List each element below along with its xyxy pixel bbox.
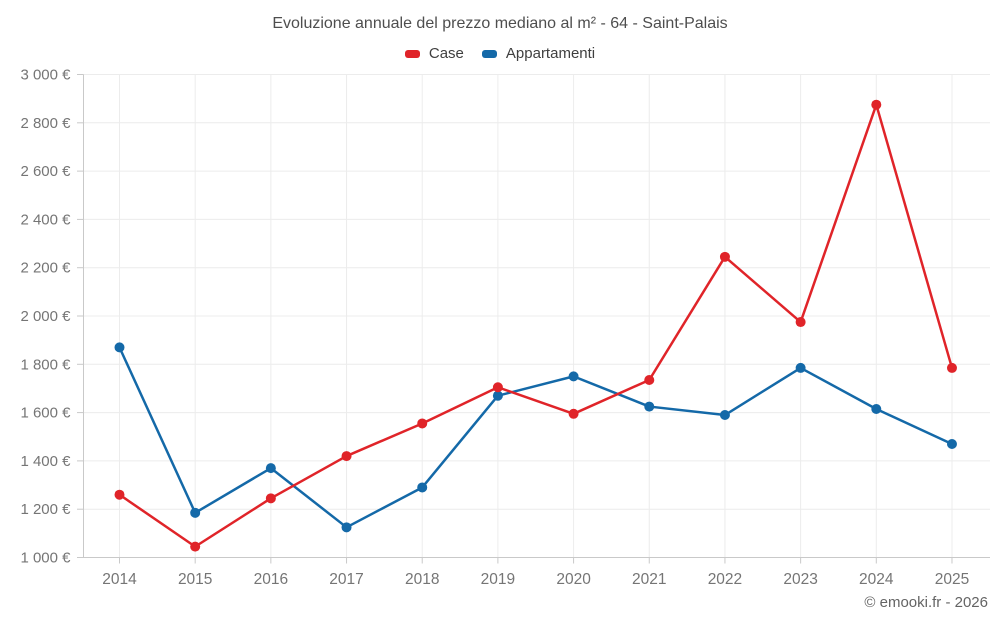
y-tick-label: 1 800 € [20, 356, 71, 373]
y-tick-label: 2 000 € [20, 308, 71, 325]
appartamenti-series-swatch-icon [481, 49, 497, 58]
legend-label-appartamenti: Appartamenti [505, 45, 596, 62]
series-point-case-2023 [795, 317, 806, 328]
y-tick-label: 1 400 € [20, 453, 71, 470]
x-tick-label: 2016 [254, 571, 288, 588]
x-tick-label: 2014 [102, 571, 137, 588]
y-tick-label: 1 600 € [20, 405, 71, 422]
series-point-appartamenti-2024 [871, 403, 882, 414]
series-point-appartamenti-2025 [946, 438, 957, 449]
x-tick-label: 2023 [783, 571, 817, 588]
series-point-case-2019 [492, 382, 503, 393]
series-point-case-2022 [719, 251, 730, 262]
y-tick-label: 2 400 € [20, 211, 71, 228]
series-point-appartamenti-2020 [568, 371, 579, 382]
series-line-case [118, 103, 954, 548]
x-tick-label: 2018 [405, 571, 439, 588]
series-point-case-2024 [871, 99, 882, 110]
series-point-appartamenti-2022 [719, 410, 730, 421]
series-point-case-2021 [644, 374, 655, 385]
legend-item-appartamenti[interactable]: Appartamenti [481, 45, 596, 62]
series-point-appartamenti-2023 [795, 362, 806, 373]
series-point-appartamenti-2015 [190, 507, 201, 518]
series-point-case-2017 [341, 451, 352, 462]
y-tick-label: 2 800 € [20, 115, 71, 132]
legend-item-case[interactable]: Case [404, 45, 464, 62]
series-point-case-2018 [417, 418, 428, 429]
legend-label-case: Case [428, 45, 464, 62]
chart-title: Evoluzione annuale del prezzo mediano al… [272, 15, 728, 32]
x-tick-label: 2022 [708, 571, 742, 588]
series-point-appartamenti-2019 [492, 390, 503, 401]
series-point-appartamenti-2018 [417, 482, 428, 493]
x-tick-label: 2015 [178, 571, 212, 588]
series-point-case-2014 [114, 489, 125, 500]
series-point-appartamenti-2021 [644, 401, 655, 412]
x-tick-label: 2024 [859, 571, 894, 588]
x-tick-label: 2021 [632, 571, 666, 588]
y-tick-label: 1 200 € [20, 501, 71, 518]
x-tick-label: 2025 [935, 571, 969, 588]
y-tick-label: 2 600 € [20, 163, 71, 180]
y-tick-label: 2 200 € [20, 260, 71, 277]
copyright-text: © emooki.fr - 2026 [864, 594, 988, 611]
series-point-case-2020 [568, 408, 579, 419]
y-tick-label: 3 000 € [20, 67, 71, 84]
x-tick-label: 2019 [481, 571, 515, 588]
series-point-case-2016 [265, 493, 276, 504]
series-point-case-2025 [946, 362, 957, 373]
x-tick-label: 2020 [556, 571, 591, 588]
series-point-appartamenti-2017 [341, 522, 352, 533]
case-series-swatch-icon [404, 49, 420, 58]
series-point-case-2015 [190, 541, 201, 552]
x-tick-label: 2017 [329, 571, 363, 588]
y-tick-label: 1 000 € [20, 550, 71, 567]
series-point-appartamenti-2016 [265, 463, 276, 474]
legend: Case Appartamenti [0, 45, 1000, 62]
series-point-appartamenti-2014 [114, 342, 125, 353]
series-line-appartamenti [118, 346, 954, 529]
